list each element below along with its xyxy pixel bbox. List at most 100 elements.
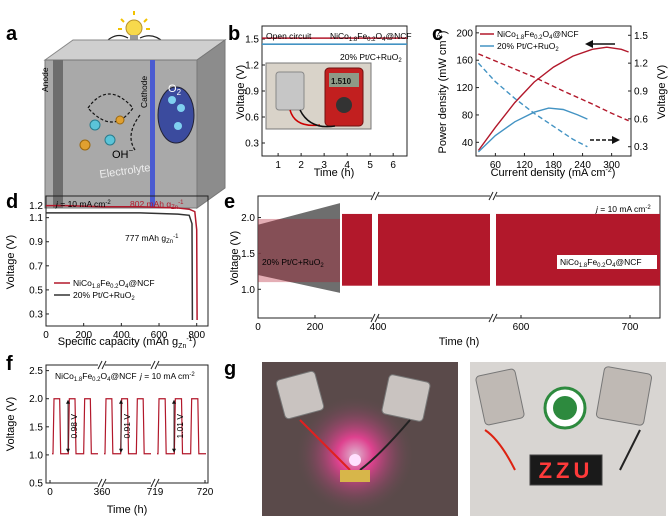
panel-f-gap-label: 0.98 V (69, 414, 79, 439)
panel-c-yticks-left: 200 160 120 80 40 (456, 28, 479, 149)
panel-d-xlabel: Specific capacity (mAh gZn-1) (58, 336, 197, 350)
panel-d-ytick-label: 0.9 (29, 237, 43, 248)
panel-c-legend-ncf: NiCo1.8Fe0.2O4@NCF (497, 29, 579, 41)
panel-b-ylabel: Voltage (V) (235, 65, 247, 119)
arrow-right-icon (590, 136, 620, 144)
panel-e-series (258, 203, 660, 293)
panel-b-letter: b (228, 23, 240, 45)
panel-e-ytick-label: 2.0 (241, 213, 255, 224)
panel-f-axes (45, 364, 209, 484)
axis-break-mark (101, 360, 107, 370)
panel-c-xtick-label: 240 (574, 160, 591, 171)
panel-e-ytick-label: 1.0 (241, 285, 255, 296)
arrow-left-icon (585, 40, 615, 48)
panel-f-ytick-label: 2.5 (29, 366, 43, 377)
battery-cube (43, 39, 227, 209)
panel-f-letter: f (6, 353, 13, 375)
panel-d-ytick-label: 0.5 (29, 285, 43, 296)
panel-c-ytick-right-label: 1.5 (634, 31, 648, 42)
panel-g-letter: g (224, 358, 236, 380)
axis-break-mark (492, 313, 498, 323)
panel-f-gap-arrowhead (172, 448, 176, 453)
panel-b-xticks: 1 2 3 4 5 6 (275, 153, 396, 171)
axis-break-mark (374, 191, 380, 201)
panel-c-ytick-right-label: 0.3 (634, 142, 648, 153)
panel-c-xticks: 60 120 180 240 300 (490, 153, 620, 171)
panel-b-xtick-label: 2 (298, 160, 304, 171)
panel-e-condition: j = 10 mA cm-2 (595, 204, 651, 214)
panel-c-ytick-right-label: 0.6 (634, 114, 648, 125)
panel-b-xtick-label: 5 (367, 160, 373, 171)
axis-break-mark (370, 191, 376, 201)
panel-b-ytick-label: 0.3 (245, 139, 259, 150)
panel-c-ytick-left-label: 200 (456, 28, 473, 39)
panel-f-xlabel: Time (h) (107, 504, 148, 516)
panel-f-xtick-label: 720 (197, 487, 214, 498)
panel-e-ncf-band (378, 213, 490, 286)
panel-d-axes (45, 195, 209, 327)
axis-break-mark (150, 360, 156, 370)
panel-e-xtick-label: 600 (513, 322, 530, 333)
panel-c-ytick-left-label: 160 (456, 56, 473, 67)
panel-f-ytick-label: 0.5 (29, 479, 43, 490)
panel-f-series: 0.98 V 0.91 V 1.01 V (52, 398, 206, 455)
panel-c-yticks-right: 1.5 1.2 0.9 0.6 0.3 (628, 31, 648, 153)
axis-break-mark (101, 478, 107, 488)
panel-d-xtick-label: 800 (188, 330, 205, 341)
panel-c-power-curve (477, 107, 588, 153)
panel-b-xtick-label: 1 (275, 160, 281, 171)
panel-f-xtick-label: 0 (47, 487, 53, 498)
panel-f-cycling-curve (52, 398, 98, 455)
panel-b-ncf-label: NiCo1.8Fe0.2O4@NCF (330, 31, 412, 43)
panel-e-pt-label: 20% Pt/C+RuO2 (262, 257, 324, 269)
panel-b-ytick-label: 0.6 (245, 113, 259, 124)
panel-f-xtick-label: 719 (147, 487, 164, 498)
panel-d-ylabel: Voltage (V) (5, 235, 17, 289)
panel-g: g ZZU (224, 358, 666, 516)
panel-e-ncf-band (342, 213, 372, 286)
panel-b-pt-label: 20% Pt/C+RuO2 (340, 52, 402, 64)
panel-c-series (477, 46, 629, 153)
panel-b: b 1.5 1.2 0.9 0.6 0.3 1 2 3 4 5 6 Open circuit Ni… (228, 23, 412, 179)
axis-break-gap (372, 192, 378, 200)
panel-f-gap-arrowhead (119, 399, 123, 404)
cathode-plate (150, 60, 155, 208)
panel-c-ylabel-right: Voltage (V) (656, 65, 668, 119)
panel-e-xlabel: Time (h) (439, 336, 480, 348)
panel-d-legend-ncf: NiCo1.8Fe0.2O4@NCF (73, 278, 155, 290)
panel-c-ytick-left-label: 80 (462, 110, 474, 121)
panel-f-xtick-label: 360 (94, 487, 111, 498)
panel-c-power-curve (477, 46, 629, 151)
panel-e: e 2.0 1.5 1.0 0 200 400 600 700 j = 10 mA cm-2… (224, 191, 661, 348)
panel-c-ytick-right-label: 1.2 (634, 59, 648, 70)
panel-f-gap-arrowhead (66, 448, 70, 453)
panel-f-ytick-label: 2.0 (29, 394, 43, 405)
panel-a-letter: a (6, 23, 18, 45)
panel-a: a (6, 11, 227, 209)
panel-d-ytick-label: 1.1 (29, 213, 43, 224)
panel-d-capacity-ncf: 802 mAh gZn-1 (130, 199, 184, 211)
panel-b-series (262, 37, 407, 46)
axis-break-mark (488, 313, 494, 323)
panel-b-xtick-label: 6 (390, 160, 396, 171)
panel-d-xtick-label: 600 (151, 330, 168, 341)
panel-e-letter: e (224, 191, 235, 213)
axis-break-gap (98, 361, 105, 369)
axis-break-gap (151, 479, 158, 487)
panel-e-xtick-label: 700 (622, 322, 639, 333)
hydroxide-label: OH− (112, 146, 134, 161)
panel-c-xtick-label: 60 (490, 160, 502, 171)
anode-label: Anode (40, 67, 50, 92)
axis-break-gap (372, 314, 378, 322)
panel-f-ncf-label: NiCo1.8Fe0.2O4@NCF (55, 371, 137, 383)
panel-d-ytick-label: 0.7 (29, 261, 43, 272)
panel-d-discharge-curve (46, 204, 198, 321)
panel-e-pt-band (258, 203, 340, 293)
axis-break-gap (151, 361, 158, 369)
panel-d-xtick-label: 0 (43, 330, 49, 341)
panel-d-series (46, 204, 198, 321)
panel-b-xtick-label: 3 (321, 160, 327, 171)
panel-c-ytick-left-label: 40 (462, 138, 474, 149)
panel-b-yticks: 1.5 1.2 0.9 0.6 0.3 (245, 35, 265, 150)
